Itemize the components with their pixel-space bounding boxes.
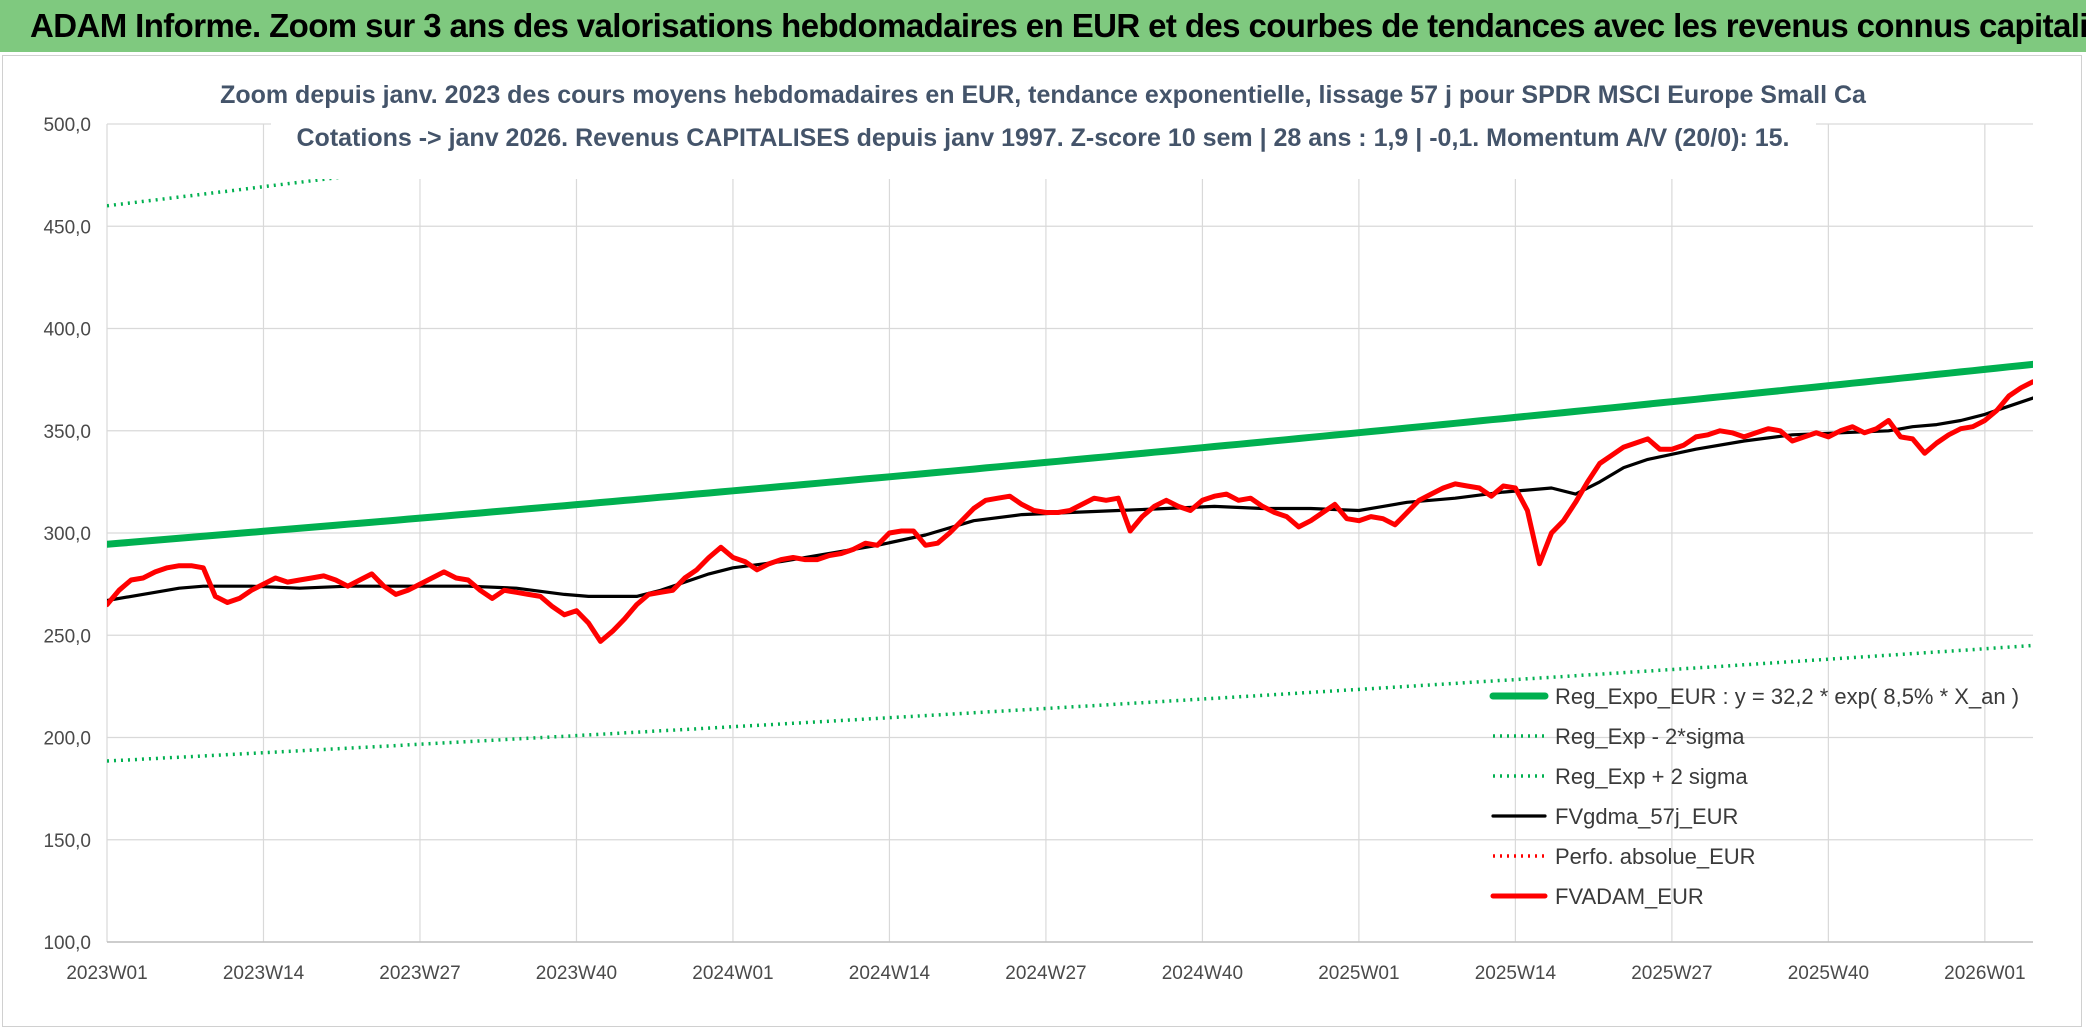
series-line-5	[107, 379, 2033, 644]
legend-label: FVgdma_57j_EUR	[1555, 804, 1738, 829]
x-tick-label: 2025W01	[1318, 963, 1399, 984]
series-line-0	[107, 360, 2033, 548]
grid	[106, 123, 2033, 943]
line-chart: 100,0 150,0 200,0 250,0 300,0 350,0 400,0 450,0…	[43, 60, 2033, 984]
y-tick-label: 400,0	[43, 320, 91, 341]
legend-label: FVADAM_EUR	[1555, 884, 1704, 909]
chart-frame: 100,0 150,0 200,0 250,0 300,0 350,0 400,0 450,0…	[2, 55, 2082, 1027]
x-tick-label: 2026W01	[1944, 963, 2025, 984]
x-tick-label: 2023W40	[536, 963, 617, 984]
x-tick-label: 2024W01	[692, 963, 773, 984]
legend-label: Reg_Exp - 2*sigma	[1555, 724, 1745, 749]
x-tick-label: 2023W27	[379, 963, 460, 984]
y-tick-label: 350,0	[43, 422, 91, 443]
x-tick-label: 2024W27	[1005, 963, 1086, 984]
x-tick-label: 2025W40	[1788, 963, 1869, 984]
x-tick-label: 2024W40	[1162, 963, 1243, 984]
subtitle-background	[271, 60, 1816, 179]
chart-subtitle-line-1: Zoom depuis janv. 2023 des cours moyens …	[220, 81, 1867, 109]
x-tick-label: 2024W14	[849, 963, 931, 984]
legend: Reg_Expo_EUR : y = 32,2 * exp( 8,5% * X_…	[1489, 684, 2019, 909]
page-title: ADAM Informe. Zoom sur 3 ans des valoris…	[30, 7, 2086, 44]
title-bar: ADAM Informe. Zoom sur 3 ans des valoris…	[0, 0, 2086, 52]
y-tick-label: 100,0	[43, 933, 91, 954]
x-tick-label: 2023W14	[223, 963, 305, 984]
x-tick-label: 2023W01	[66, 963, 147, 984]
y-tick-label: 250,0	[43, 626, 91, 647]
axes: 100,0 150,0 200,0 250,0 300,0 350,0 400,0 450,0…	[43, 115, 2033, 984]
legend-label: Perfo. absolue_EUR	[1555, 844, 1756, 869]
y-tick-label: 150,0	[43, 831, 91, 852]
x-tick-label: 2025W27	[1631, 963, 1712, 984]
legend-label: Reg_Expo_EUR : y = 32,2 * exp( 8,5% * X_…	[1555, 684, 2019, 709]
legend-label: Reg_Exp + 2 sigma	[1555, 764, 1748, 789]
y-tick-label: 200,0	[43, 729, 91, 750]
y-tick-label: 300,0	[43, 524, 91, 545]
chart-subtitle-line-2: Cotations -> janv 2026. Revenus CAPITALI…	[297, 124, 1790, 152]
x-tick-label: 2025W14	[1475, 963, 1557, 984]
y-tick-label: 500,0	[43, 115, 91, 136]
series-line-3	[107, 396, 2033, 603]
y-tick-label: 450,0	[43, 217, 91, 238]
